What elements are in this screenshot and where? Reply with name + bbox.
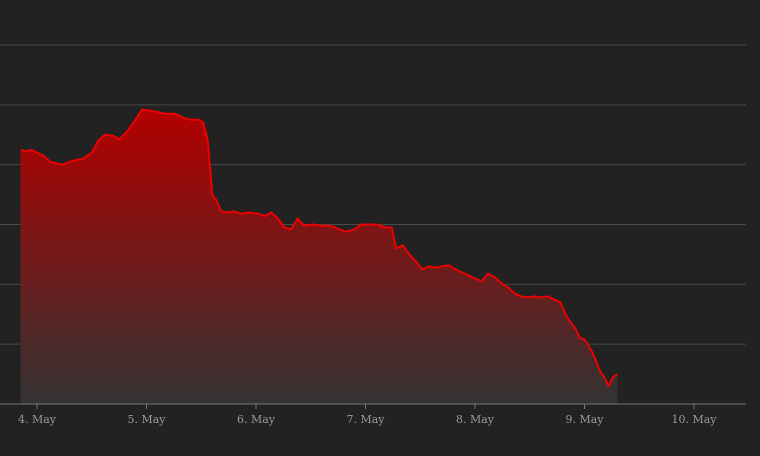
x-tick-label: 5. May xyxy=(127,413,166,426)
series-line xyxy=(20,108,618,388)
x-tick-label: 7. May xyxy=(346,413,385,426)
x-tick-label: 4. May xyxy=(18,413,57,426)
x-tick-label: 10. May xyxy=(671,413,717,426)
series-area xyxy=(20,109,618,404)
x-tick-label: 6. May xyxy=(237,413,276,426)
x-tick-label: 9. May xyxy=(565,413,604,426)
x-axis-ticks: 4. May 5. May 6. May 7. May 8. May 9. May 10. … xyxy=(18,404,717,426)
x-tick-label: 8. May xyxy=(456,413,495,426)
